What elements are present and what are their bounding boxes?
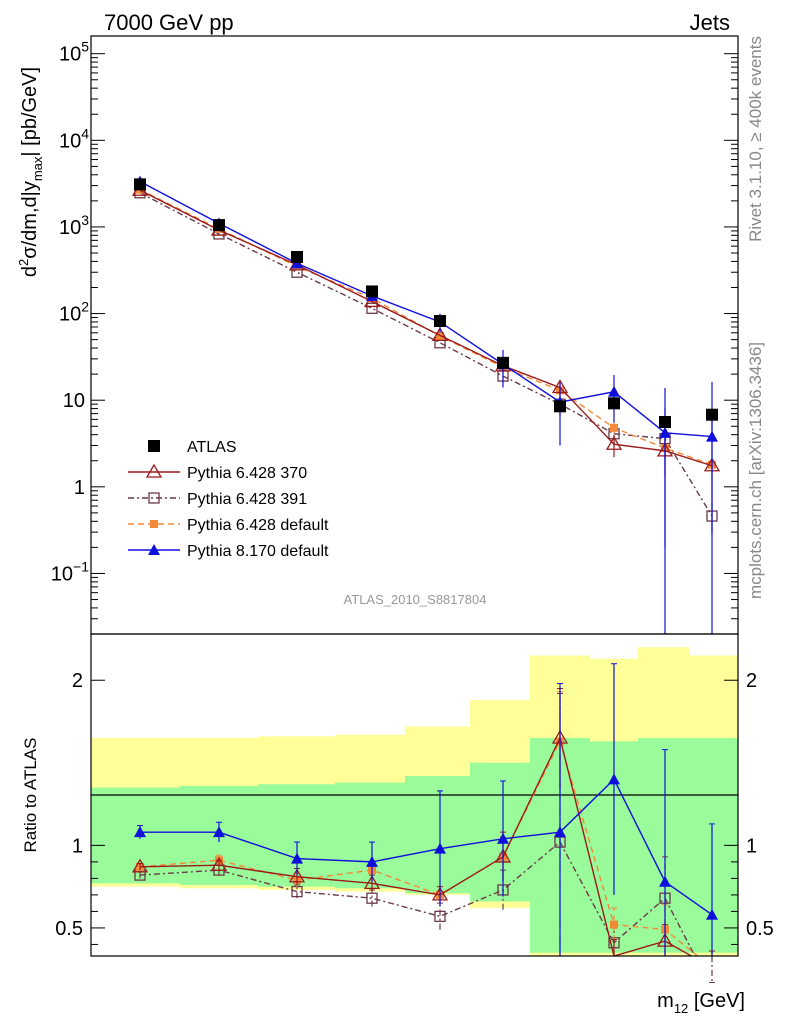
ratio-y-axis: 0.5 0.5 1 1 2 2 [55,670,774,945]
legend-marker [148,492,160,504]
ratio-ylabel: Ratio to ATLAS [21,738,40,853]
y-tick-label: 104 [59,125,89,152]
y-tick-label: 105 [59,39,89,66]
ratio-data-point [366,892,378,904]
legend-item: ATLAS [148,439,237,456]
series-pythia-6-428-391 [134,187,718,535]
band-inner-bin [405,776,470,894]
legend-label: ATLAS [187,439,237,456]
y-tick-label: 1 [74,477,85,499]
legend-item: Pythia 6.428 391 [128,491,307,508]
legend-marker [150,520,158,528]
ratio-data-point [434,842,446,854]
ratio-data-point [706,908,718,920]
ratio-data-point [610,920,618,929]
y-tick-label: 103 [59,212,89,239]
ratio-data-point [497,832,509,844]
ratio-data-point [291,852,303,864]
main-y-axis: 10−1 1 10 102 103 104 105 [51,39,738,635]
data-point [605,435,623,450]
data-point [291,250,303,263]
data-point [134,178,146,191]
data-point [659,416,671,429]
series-line [139,188,713,466]
main-panel: 10−1 1 10 102 103 104 105 ATLAS Pythia 6.428 37… [51,35,739,635]
ratio-data-point [554,826,566,838]
x-axis-label: m12 [GeV] [657,990,745,1016]
legend-marker [148,440,160,452]
data-point [554,400,566,413]
ratio-data-point [134,826,146,838]
data-point [706,408,718,421]
data-point [431,327,449,342]
legend-label: Pythia 8.170 default [187,543,329,560]
ratio-tick-label: 0.5 [55,918,83,940]
ratio-series-line [139,840,696,956]
ratio-frame [90,633,739,957]
y-tick-label: 10 [63,390,85,412]
ratio-tick-label-right: 1 [746,835,757,857]
legend: ATLAS Pythia 6.428 370 Pythia 6.428 391 Pyt… [128,439,329,560]
band-inner-bin [638,738,690,953]
series-line [139,180,713,438]
y-tick-label: 102 [59,299,89,326]
legend-label: Pythia 6.428 370 [187,465,307,482]
data-point [608,385,620,397]
ratio-data-point [288,868,306,883]
ratio-data-point [210,856,228,871]
data-point [608,397,620,410]
ratio-data-point [366,855,378,867]
header-left: 7000 GeV pp [104,10,234,35]
legend-item: Pythia 6.428 370 [128,463,307,482]
legend-label: Pythia 6.428 default [187,517,329,534]
ratio-data-point [434,910,446,923]
data-point [610,423,618,432]
ratio-series-line [139,735,693,956]
main-ylabel: d2σ/dm,d|ymax| [pb/GeV] [16,67,45,277]
main-series-group [131,175,721,634]
ratio-tick-label: 2 [72,670,83,692]
data-point [434,315,446,328]
legend-item: Pythia 8.170 default [128,543,329,560]
rivet-side-text: Rivet 3.1.10, ≥ 400k events [746,36,765,242]
ratio-data-point [659,875,671,887]
ratio-tick-label-right: 2 [746,670,757,692]
legend-marker [145,463,163,478]
ratio-series-line [140,778,713,916]
data-point [213,219,225,232]
ratio-bands [91,647,738,956]
data-point [366,285,378,298]
header-right: Jets [690,10,730,35]
ratio-data-point [608,773,620,785]
ratio-panel: 0.5 0.5 1 1 2 2 [55,633,774,983]
ratio-data-point [363,875,381,889]
y-tick-label: 10−1 [51,558,89,585]
ratio-data-point [213,826,225,838]
ratio-series-group [131,663,718,983]
analysis-label: ATLAS_2010_S8817804 [344,592,487,607]
series-atlas [134,178,718,634]
ratio-data-point [131,858,149,873]
series-line [139,189,713,467]
data-point [366,302,378,314]
legend-label: Pythia 6.428 391 [187,491,307,508]
legend-marker [148,544,160,555]
data-point [497,356,509,369]
ratio-series-pythia-8-170-default [134,663,718,956]
ratio-tick-label-right: 0.5 [746,918,774,940]
legend-item: Pythia 6.428 default [128,517,329,534]
ratio-tick-label: 1 [72,835,83,857]
mcplots-side-text: mcplots.cern.ch [arXiv:1306.3436] [746,342,765,599]
